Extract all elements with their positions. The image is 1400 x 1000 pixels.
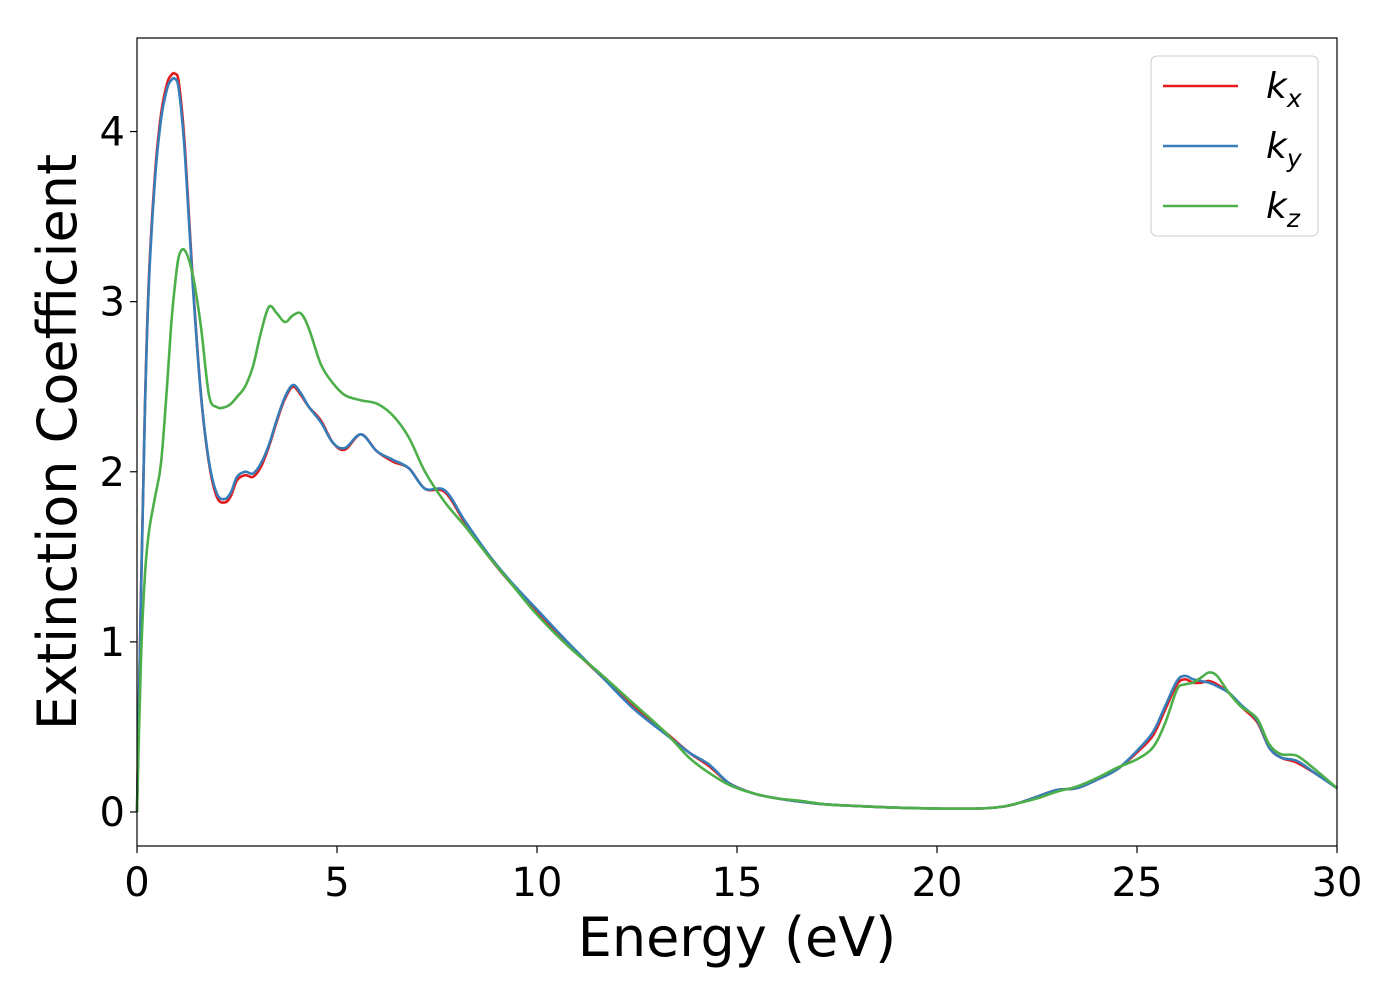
y-tick-label: 2 — [100, 450, 125, 496]
x-tick-label: 5 — [324, 860, 349, 906]
y-axis: 0 1 2 3 4 — [100, 110, 137, 836]
legend: kx ky kz — [1150, 55, 1319, 237]
x-tick-label: 15 — [712, 860, 763, 906]
y-tick-label: 4 — [100, 110, 125, 156]
x-tick-label: 10 — [512, 860, 563, 906]
series-line-kz — [135, 247, 1338, 813]
x-tick-label: 0 — [124, 860, 149, 906]
y-tick-label: 3 — [100, 280, 125, 326]
x-tick-label: 20 — [912, 860, 963, 906]
y-axis-title: Extinction Coefficient — [26, 154, 89, 730]
legend-label-kx: kx — [1266, 66, 1302, 113]
x-tick-label: 30 — [1312, 860, 1363, 906]
legend-label-kz: kz — [1266, 186, 1301, 233]
y-tick-label: 0 — [100, 790, 125, 836]
x-tick-label: 25 — [1112, 860, 1163, 906]
legend-label-ky: ky — [1266, 126, 1303, 173]
x-axis: 0 5 10 15 20 25 30 — [124, 846, 1362, 906]
y-tick-label: 1 — [100, 620, 125, 666]
plot-lines — [135, 71, 1338, 813]
x-axis-title: Energy (eV) — [578, 906, 897, 969]
